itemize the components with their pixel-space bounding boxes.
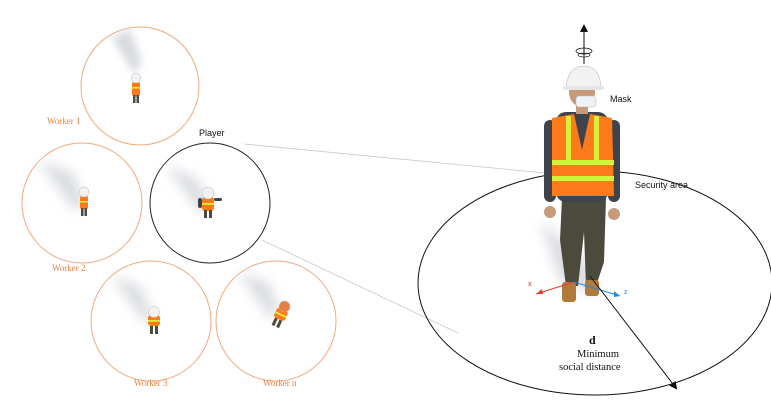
worker-3-circle xyxy=(90,260,212,382)
worker-n-group: Worker n xyxy=(215,260,337,388)
mask-label: Mask xyxy=(610,94,632,104)
distance-arrow xyxy=(589,275,678,390)
worker-2-label: Worker 2 xyxy=(52,263,86,273)
worker-3-group: Worker 3 xyxy=(90,260,212,388)
model-helmet-brim xyxy=(563,86,604,90)
player-group: Player xyxy=(149,128,271,264)
worker-1-shadow xyxy=(112,28,142,74)
worker-1-circle xyxy=(80,26,200,146)
worker-n-label: Worker n xyxy=(263,378,297,388)
axis-z-label: z xyxy=(624,289,628,296)
model-vest-stripe-2 xyxy=(552,176,614,181)
worker-2-shadow xyxy=(38,160,86,210)
model-vest-stripe-1 xyxy=(552,160,614,165)
worker-n-figure xyxy=(271,300,291,329)
vertical-axis-with-rotation xyxy=(575,24,593,64)
worker-2-circle xyxy=(21,142,143,264)
worker-n-shadow xyxy=(238,272,280,318)
worker-3d-model xyxy=(540,65,620,302)
model-mask xyxy=(575,95,597,108)
axis-x-label: x xyxy=(528,281,532,288)
worker-n-circle xyxy=(215,260,337,382)
model-vest-strap-r xyxy=(594,116,599,160)
rotation-icon xyxy=(575,47,593,55)
model-left-boot xyxy=(562,282,576,302)
model-pants xyxy=(560,198,606,286)
worker-1-label: Worker 1 xyxy=(47,116,81,126)
model-left-hand xyxy=(544,206,556,218)
worker-2-group: Worker 2 xyxy=(21,142,143,273)
connector-lines xyxy=(243,143,546,334)
distance-symbol: d xyxy=(589,333,596,347)
worker-1-figure xyxy=(130,72,142,103)
distance-label-line1: Minimum xyxy=(577,349,619,360)
player-circle xyxy=(149,142,271,264)
security-area-label: Security area xyxy=(635,180,688,190)
worker-3-label: Worker 3 xyxy=(134,378,168,388)
model-helmet xyxy=(565,65,602,89)
worker-3-figure xyxy=(148,306,160,334)
model-vest-strap-l xyxy=(566,116,571,160)
local-axes: x z xyxy=(528,281,628,297)
player-figure xyxy=(198,186,222,218)
player-label: Player xyxy=(199,128,225,138)
worker-3-shadow xyxy=(112,276,154,322)
model-right-hand xyxy=(608,208,620,220)
distance-label-line2: social distance xyxy=(559,362,621,373)
worker-1-group: Worker 1 xyxy=(47,26,200,146)
worker-2-figure xyxy=(78,186,90,216)
